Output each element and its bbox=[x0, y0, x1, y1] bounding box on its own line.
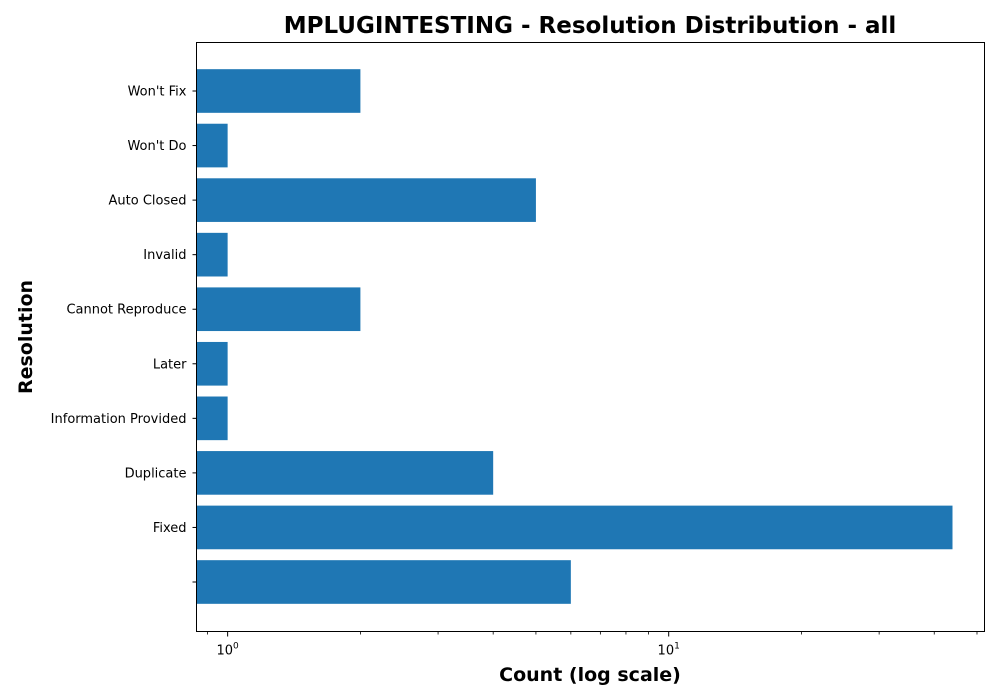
bar-duplicate bbox=[196, 451, 494, 495]
y-tick-label-invalid: Invalid bbox=[143, 248, 186, 263]
x-tick-label-0: 100 bbox=[216, 642, 239, 659]
y-axis-label: Resolution bbox=[15, 280, 37, 394]
y-tick-label-later: Later bbox=[153, 357, 187, 372]
bar-later bbox=[196, 341, 228, 386]
bar-blank-9 bbox=[196, 560, 571, 604]
y-tick-label-fixed: Fixed bbox=[153, 521, 187, 536]
y-tick-label-auto-closed: Auto Closed bbox=[109, 194, 187, 209]
chart-title: MPLUGINTESTING - Resolution Distribution… bbox=[284, 13, 897, 39]
x-tick-label-1: 101 bbox=[658, 642, 680, 659]
y-tick-label-won-t-do: Won't Do bbox=[127, 139, 186, 154]
bar-won-t-do bbox=[196, 123, 228, 168]
bar-information-provided bbox=[196, 396, 228, 441]
y-tick-label-information-provided: Information Provided bbox=[51, 412, 187, 427]
bar-invalid bbox=[196, 232, 228, 277]
plot-frame bbox=[196, 42, 985, 632]
bar-cannot-reproduce bbox=[196, 287, 361, 332]
bar-auto-closed bbox=[196, 178, 536, 222]
bar-fixed bbox=[196, 505, 953, 550]
y-tick-label-won-t-fix: Won't Fix bbox=[128, 85, 187, 100]
x-axis-label: Count (log scale) bbox=[499, 664, 681, 686]
y-tick-label-duplicate: Duplicate bbox=[125, 466, 187, 481]
y-axis-ticks: Won't Fix Won't Do Auto Closed Invalid Canno… bbox=[51, 85, 197, 583]
bars-group bbox=[196, 69, 953, 604]
y-tick-label-cannot-reproduce: Cannot Reproduce bbox=[66, 303, 186, 318]
x-axis-ticks: 100 101 bbox=[207, 631, 978, 659]
bar-won-t-fix bbox=[196, 69, 361, 113]
